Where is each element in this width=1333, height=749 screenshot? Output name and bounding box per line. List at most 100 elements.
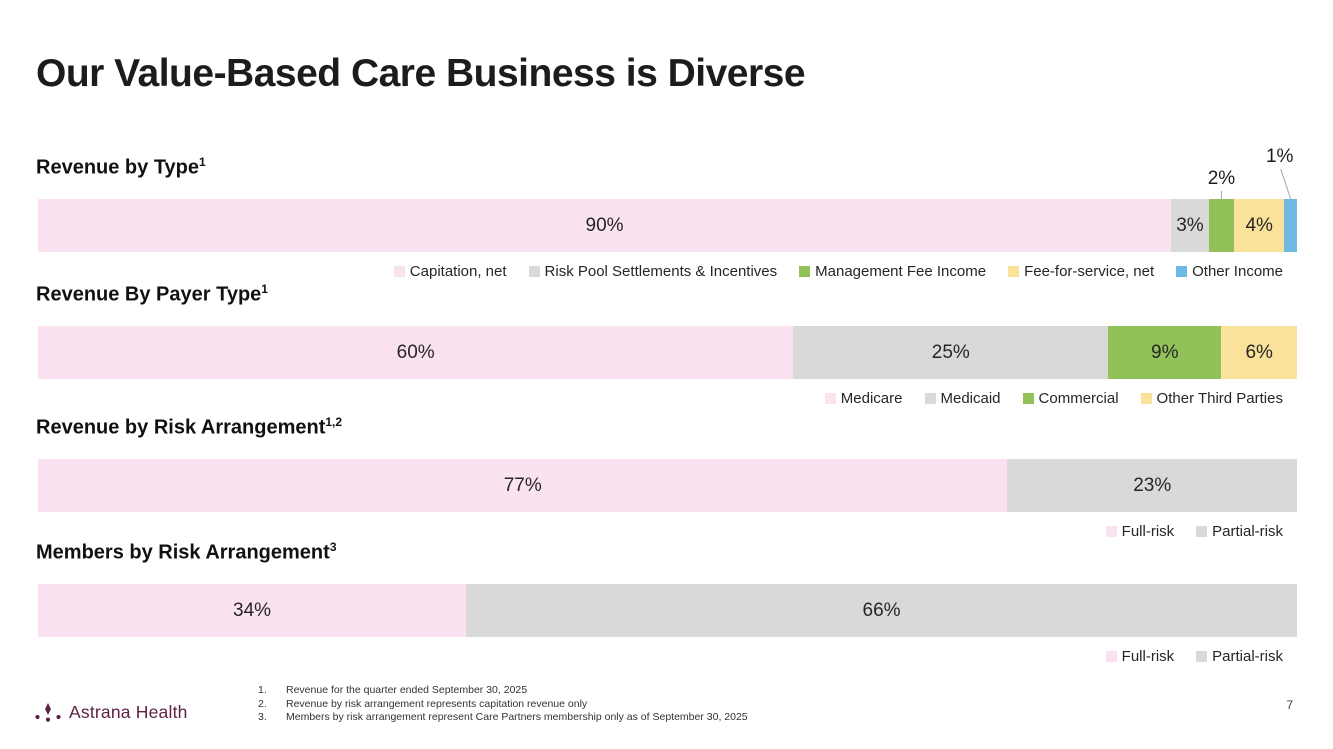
legend-item-capitation-net: Capitation, net: [393, 263, 507, 280]
bar-segment-full-risk: 34%: [38, 584, 467, 637]
footnote-text: Revenue by risk arrangement represents c…: [286, 697, 588, 710]
stacked-bar: 60% 25% 9% 6%: [38, 326, 1297, 379]
bar-segment-management-fee-income: [1208, 199, 1235, 252]
chart-members-by-risk-arrangement: Members by Risk Arrangement3 34% 66% Full…: [36, 540, 1297, 672]
legend: Full-risk Partial-risk: [38, 523, 1297, 540]
chart-heading-text: Members by Risk Arrangement: [36, 541, 330, 564]
footnote-ref: 1: [199, 155, 206, 169]
chart-heading: Revenue By Payer Type1: [36, 282, 268, 307]
legend-label: Other Income: [1192, 263, 1283, 280]
legend-item-commercial: Commercial: [1022, 390, 1119, 407]
segment-value-label: 60%: [396, 341, 435, 363]
bar-wrap: 2% 1% 90% 3% 4%: [38, 147, 1297, 252]
bar-segment-other-income: [1284, 199, 1297, 252]
legend-swatch: [1196, 526, 1208, 537]
chart-revenue-by-payer-type: Revenue By Payer Type1 60% 25% 9% 6% Medica…: [36, 282, 1297, 414]
bar-segment-medicaid: 25%: [793, 326, 1109, 379]
astrana-logo-icon: [34, 701, 62, 723]
legend-label: Management Fee Income: [815, 263, 987, 280]
footnote-marker: 2.: [258, 697, 267, 710]
bar-segment-other-third-parties: 6%: [1221, 326, 1297, 379]
legend-swatch: [799, 266, 811, 277]
footnotes: 1. Revenue for the quarter ended Septemb…: [258, 684, 748, 725]
legend-label: Full-risk: [1121, 523, 1175, 540]
chart-heading-text: Revenue By Payer Type: [36, 283, 262, 306]
page-number: 7: [1286, 698, 1293, 712]
bar-wrap: 34% 66%: [38, 584, 1297, 637]
segment-value-label: 3%: [1176, 214, 1204, 236]
footnote-row: 1. Revenue for the quarter ended Septemb…: [258, 684, 748, 698]
legend-swatch: [393, 266, 405, 277]
chart-heading: Revenue by Type1: [36, 155, 206, 180]
legend-item-full-risk: Full-risk: [1105, 648, 1175, 665]
footnote-marker: 3.: [258, 711, 267, 723]
legend-label: Fee-for-service, net: [1024, 263, 1155, 280]
chart-heading: Revenue by Risk Arrangement1,2: [36, 415, 342, 440]
segment-value-label: 66%: [862, 599, 901, 621]
segment-callout-label-other-income: 1%: [1265, 146, 1294, 167]
legend-item-management-fee-income: Management Fee Income: [799, 263, 986, 280]
stacked-bar: 77% 23%: [38, 459, 1297, 512]
legend-swatch: [1105, 526, 1117, 537]
chart-heading-text: Revenue by Risk Arrangement: [36, 416, 326, 439]
legend-item-fee-for-service-net: Fee-for-service, net: [1008, 263, 1154, 280]
segment-value-label: 4%: [1245, 214, 1273, 236]
legend-label: Medicare: [840, 390, 903, 407]
footnote-marker: 1.: [258, 684, 267, 696]
bar-wrap: 60% 25% 9% 6%: [38, 326, 1297, 379]
bar-segment-capitation-net: 90%: [38, 199, 1172, 252]
legend-item-partial-risk: Partial-risk: [1196, 648, 1283, 665]
footnote-ref: 1: [261, 282, 268, 296]
bar-wrap: 77% 23%: [38, 459, 1297, 512]
bar-segment-commercial: 9%: [1108, 326, 1222, 379]
legend-swatch: [1105, 651, 1117, 662]
legend-swatch: [824, 393, 836, 404]
legend-item-other-third-parties: Other Third Parties: [1140, 390, 1283, 407]
segment-callout-label-management-fee-income: 2%: [1207, 168, 1236, 189]
stacked-bar: 34% 66%: [38, 584, 1297, 637]
footnote-row: 3. Members by risk arrangement represent…: [258, 711, 748, 725]
stacked-bar: 90% 3% 4%: [38, 199, 1297, 252]
footnote-text: Revenue for the quarter ended September …: [286, 684, 528, 696]
legend-label: Other Third Parties: [1156, 390, 1283, 407]
legend-label: Capitation, net: [409, 263, 507, 280]
slide-title: Our Value-Based Care Business is Diverse: [36, 52, 806, 95]
chart-revenue-by-risk-arrangement: Revenue by Risk Arrangement1,2 77% 23% Fu…: [36, 415, 1297, 547]
astrana-health-logo: Astrana Health: [34, 701, 188, 723]
segment-value-label: 6%: [1245, 341, 1273, 363]
legend-label: Partial-risk: [1212, 523, 1283, 540]
legend-item-other-income: Other Income: [1176, 263, 1283, 280]
bar-segment-partial-risk: 23%: [1007, 459, 1297, 512]
chart-heading: Members by Risk Arrangement3: [36, 540, 337, 565]
bar-segment-risk-pool-settlements-incentives: 3%: [1171, 199, 1209, 252]
bar-segment-fee-for-service-net: 4%: [1234, 199, 1285, 252]
legend-label: Risk Pool Settlements & Incentives: [544, 263, 778, 280]
legend-swatch: [924, 393, 936, 404]
legend-item-full-risk: Full-risk: [1105, 523, 1175, 540]
legend: Medicare Medicaid Commercial Other Third Pa…: [38, 390, 1297, 407]
bar-segment-partial-risk: 66%: [466, 584, 1297, 637]
legend-item-risk-pool-settlements-incentives: Risk Pool Settlements & Incentives: [528, 263, 778, 280]
segment-value-label: 34%: [233, 599, 272, 621]
chart-heading-text: Revenue by Type: [36, 156, 200, 179]
segment-value-label: 90%: [585, 214, 624, 236]
legend-label: Partial-risk: [1212, 648, 1283, 665]
bar-segment-medicare: 60%: [38, 326, 794, 379]
legend-swatch: [1176, 266, 1188, 277]
legend-swatch: [1022, 393, 1034, 404]
legend: Capitation, net Risk Pool Settlements & I…: [38, 263, 1297, 280]
bar-segment-full-risk: 77%: [38, 459, 1008, 512]
legend-item-medicaid: Medicaid: [924, 390, 1001, 407]
legend-label: Commercial: [1038, 390, 1119, 407]
legend-item-partial-risk: Partial-risk: [1196, 523, 1283, 540]
logo-text: Astrana Health: [69, 701, 188, 722]
footnote-ref: 3: [329, 540, 337, 554]
callout-layer: 2% 1%: [38, 139, 1297, 199]
legend: Full-risk Partial-risk: [38, 648, 1297, 665]
callout-leader-lines: [1220, 168, 1292, 199]
segment-value-label: 9%: [1151, 341, 1179, 363]
legend-label: Full-risk: [1121, 648, 1175, 665]
legend-label: Medicaid: [940, 390, 1001, 407]
legend-swatch: [1140, 393, 1152, 404]
